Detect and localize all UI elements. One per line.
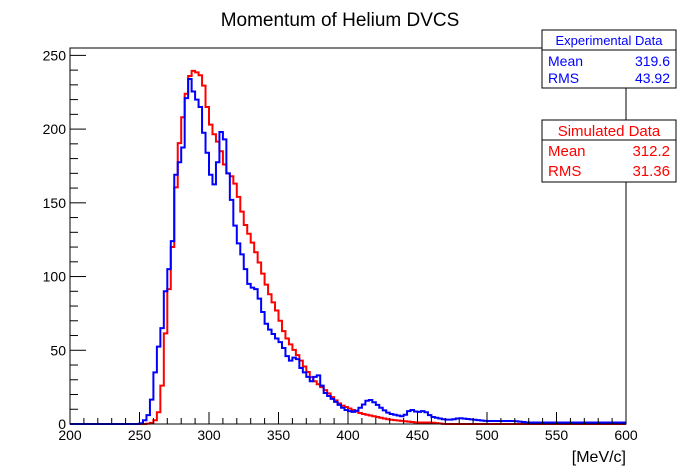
x-tick-label: 200 — [58, 427, 82, 443]
experimental-mean-value: 319.6 — [635, 53, 670, 69]
simulated-mean-value: 312.2 — [632, 143, 670, 160]
x-tick-label: 300 — [197, 427, 221, 443]
x-tick-label: 600 — [614, 427, 638, 443]
simulated-rms-label: RMS — [548, 163, 581, 180]
x-tick-label: 250 — [128, 427, 152, 443]
x-tick-label: 500 — [475, 427, 499, 443]
x-tick-label: 400 — [336, 427, 360, 443]
experimental-stats-box: Experimental Data Mean 319.6 RMS 43.92 — [541, 29, 677, 89]
x-tick-label: 550 — [545, 427, 569, 443]
y-tick-label: 0 — [58, 416, 66, 432]
y-tick-label: 250 — [43, 47, 67, 63]
simulated-stats-box: Simulated Data Mean 312.2 RMS 31.36 — [541, 119, 677, 183]
y-tick-label: 200 — [43, 121, 67, 137]
simulated-stats-title: Simulated Data — [558, 123, 661, 140]
chart-title: Momentum of Helium DVCS — [221, 10, 460, 31]
axes: 200 250 300 350 400 450 500 550 600 0 50 100 150 200 2… — [43, 47, 638, 443]
x-axis-title: [MeV/c] — [572, 449, 626, 466]
simulated-rms-value: 31.36 — [632, 163, 670, 180]
experimental-stats-title: Experimental Data — [556, 33, 664, 48]
experimental-rms-label: RMS — [548, 70, 579, 86]
y-tick-label: 150 — [43, 195, 67, 211]
experimental-mean-label: Mean — [548, 53, 583, 69]
simulated-mean-label: Mean — [548, 143, 586, 160]
x-tick-label: 450 — [406, 427, 430, 443]
experimental-stats-frame — [541, 29, 677, 89]
simulated-stats-frame — [541, 119, 677, 183]
series-line-experimental-data — [70, 77, 626, 425]
experimental-rms-value: 43.92 — [635, 70, 670, 86]
y-tick-label: 50 — [50, 342, 66, 358]
y-tick-label: 100 — [43, 269, 67, 285]
x-tick-label: 350 — [267, 427, 291, 443]
